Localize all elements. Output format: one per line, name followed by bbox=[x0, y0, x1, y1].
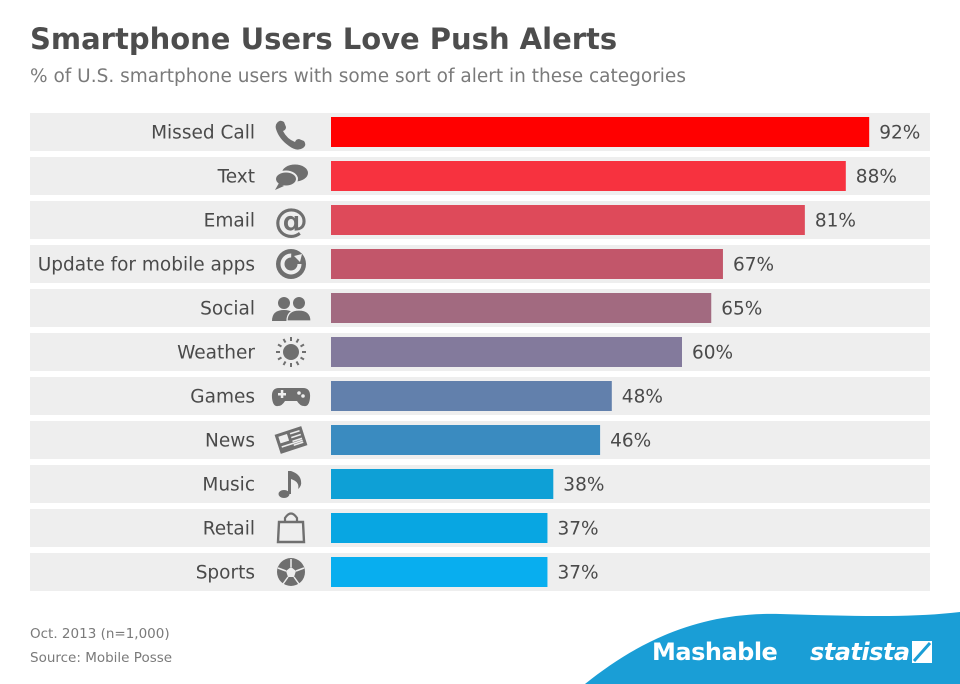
category-label: Missed Call bbox=[151, 123, 255, 144]
category-label: Social bbox=[200, 299, 255, 320]
survey-date-note: Oct. 2013 (n=1,000) bbox=[30, 626, 170, 642]
category-label: Email bbox=[204, 211, 255, 232]
bar bbox=[331, 293, 712, 323]
bar bbox=[331, 205, 805, 235]
source-note: Source: Mobile Posse bbox=[30, 650, 173, 666]
at-sign-icon: @ bbox=[274, 201, 308, 241]
data-label: 37% bbox=[557, 519, 598, 540]
bar bbox=[331, 249, 723, 279]
gamepad-icon bbox=[271, 388, 311, 407]
category-label: Retail bbox=[203, 519, 255, 540]
bar bbox=[331, 469, 554, 499]
category-label: Update for mobile apps bbox=[38, 255, 255, 276]
bar bbox=[331, 557, 548, 587]
bar bbox=[331, 381, 612, 411]
update-arrow-icon bbox=[276, 249, 306, 279]
data-label: 81% bbox=[815, 211, 856, 232]
svg-text:@: @ bbox=[274, 201, 308, 241]
statista-logo[interactable]: statista bbox=[810, 638, 910, 666]
category-label: Games bbox=[190, 387, 255, 408]
mashable-logo[interactable]: Mashable bbox=[652, 638, 778, 666]
data-label: 92% bbox=[879, 123, 920, 144]
soccer-ball-icon bbox=[277, 558, 305, 586]
data-label: 38% bbox=[563, 475, 604, 496]
data-label: 46% bbox=[610, 431, 651, 452]
shopping-bag-icon bbox=[276, 512, 306, 544]
category-label: Text bbox=[217, 167, 255, 188]
data-label: 60% bbox=[692, 343, 733, 364]
category-label: Sports bbox=[196, 563, 255, 584]
music-note-icon bbox=[278, 471, 302, 498]
bar bbox=[331, 337, 682, 367]
bar bbox=[331, 161, 846, 191]
category-label: Music bbox=[202, 475, 255, 496]
data-label: 48% bbox=[622, 387, 663, 408]
category-label: Weather bbox=[177, 343, 255, 364]
phone-icon bbox=[275, 120, 306, 150]
chart-title: Smartphone Users Love Push Alerts bbox=[30, 22, 618, 56]
people-icon bbox=[272, 297, 312, 322]
sun-icon bbox=[276, 337, 306, 367]
chart-subtitle: % of U.S. smartphone users with some sor… bbox=[30, 66, 686, 87]
data-label: 67% bbox=[733, 255, 774, 276]
data-label: 88% bbox=[856, 167, 897, 188]
bar bbox=[331, 117, 870, 147]
category-label: News bbox=[205, 431, 255, 452]
data-label: 65% bbox=[721, 299, 762, 320]
bar bbox=[331, 425, 601, 455]
newspaper-icon bbox=[274, 426, 308, 454]
speech-bubbles-icon bbox=[274, 164, 308, 190]
bar bbox=[331, 513, 548, 543]
data-label: 37% bbox=[557, 563, 598, 584]
